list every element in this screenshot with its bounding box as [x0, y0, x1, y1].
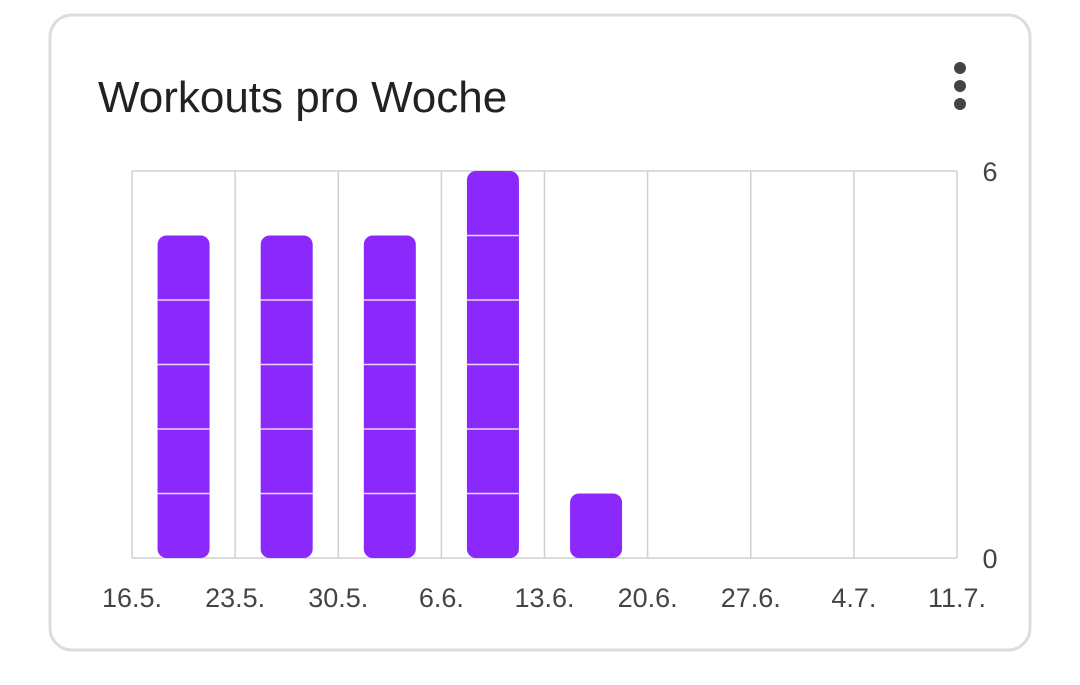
menu-dot [954, 62, 966, 74]
x-tick-label: 30.5. [308, 583, 368, 613]
menu-dot [954, 80, 966, 92]
x-tick-label: 4.7. [831, 583, 876, 613]
x-tick-label: 20.6. [618, 583, 678, 613]
bar [570, 493, 623, 558]
y-tick-label: 6 [982, 157, 997, 187]
x-tick-label: 23.5. [205, 583, 265, 613]
menu-dot [954, 98, 966, 110]
x-tick-label: 27.6. [721, 583, 781, 613]
chart-title: Workouts pro Woche [98, 73, 507, 122]
bar [260, 235, 313, 558]
plot: 16.5. 23.5. 30.5. 6.6. 13.6. 20.6. 27.6. 4.7. 11… [102, 157, 998, 613]
x-tick-label: 13.6. [514, 583, 574, 613]
x-tick-label: 6.6. [419, 583, 464, 613]
x-tick-label: 11.7. [928, 583, 986, 613]
x-tick-label: 16.5. [102, 583, 162, 613]
bar [363, 235, 416, 558]
bar [157, 235, 210, 558]
menu-button[interactable] [940, 55, 980, 119]
y-tick-label: 0 [982, 544, 997, 574]
